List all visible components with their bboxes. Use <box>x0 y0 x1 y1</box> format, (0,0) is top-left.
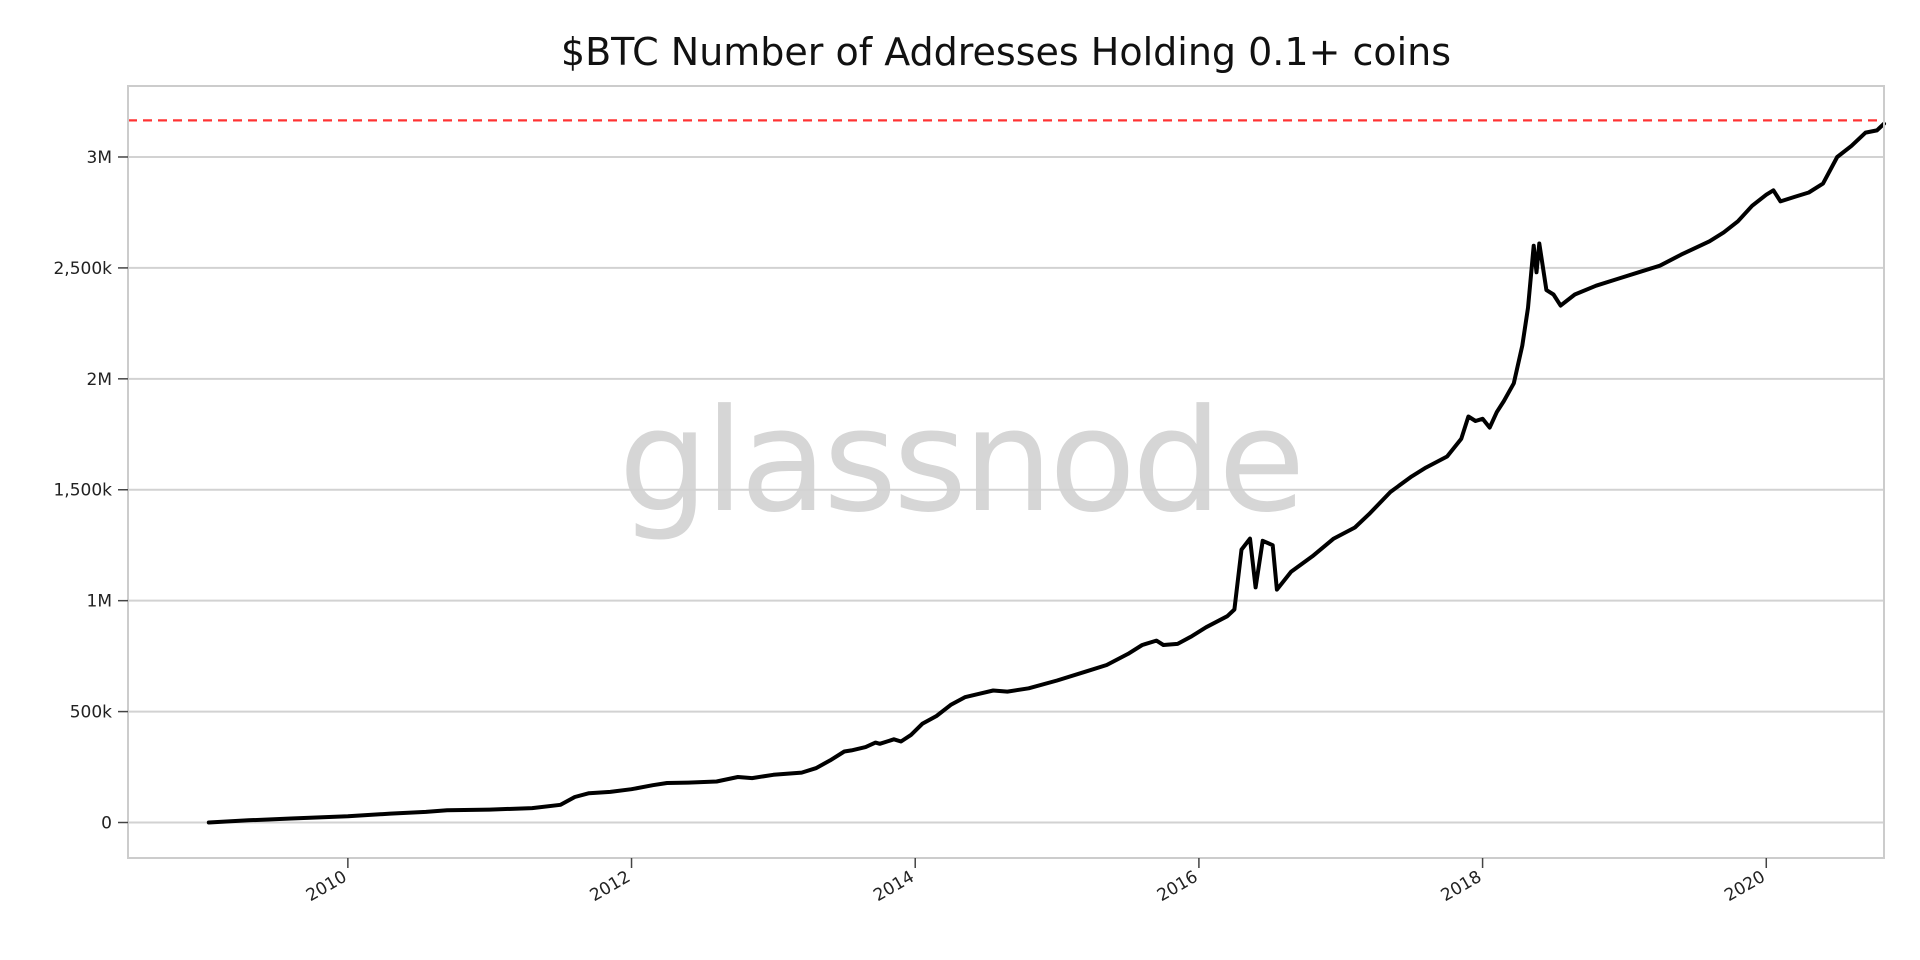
series-line <box>206 121 1886 825</box>
y-tick-label: 2M <box>87 370 112 390</box>
x-tick-label: 2020 <box>1721 867 1768 906</box>
x-tick-label: 2018 <box>1438 867 1485 906</box>
y-tick-label: 0 <box>101 814 112 834</box>
x-tick-label: 2016 <box>1154 867 1201 906</box>
x-axis: 2010 2012 2014 2016 2018 2020 <box>303 858 1769 906</box>
y-tick-label: 1M <box>87 592 112 612</box>
series-group <box>206 121 1886 825</box>
y-tick-label: 500k <box>70 703 112 723</box>
x-tick-label: 2014 <box>870 867 917 906</box>
chart-title: $BTC Number of Addresses Holding 0.1+ co… <box>561 30 1451 74</box>
y-tick-label: 2,500k <box>53 259 112 279</box>
y-tick-label: 1,500k <box>53 481 112 501</box>
x-tick-label: 2012 <box>587 867 634 906</box>
y-axis: 0 500k 1M 1,500k 2M 2,500k 3M <box>53 148 128 834</box>
grid-lines <box>128 155 1884 824</box>
x-tick-label: 2010 <box>303 867 350 906</box>
y-tick-label: 3M <box>87 148 112 168</box>
plot-frame <box>127 85 1885 859</box>
watermark-glassnode: glassnode <box>619 379 1302 544</box>
